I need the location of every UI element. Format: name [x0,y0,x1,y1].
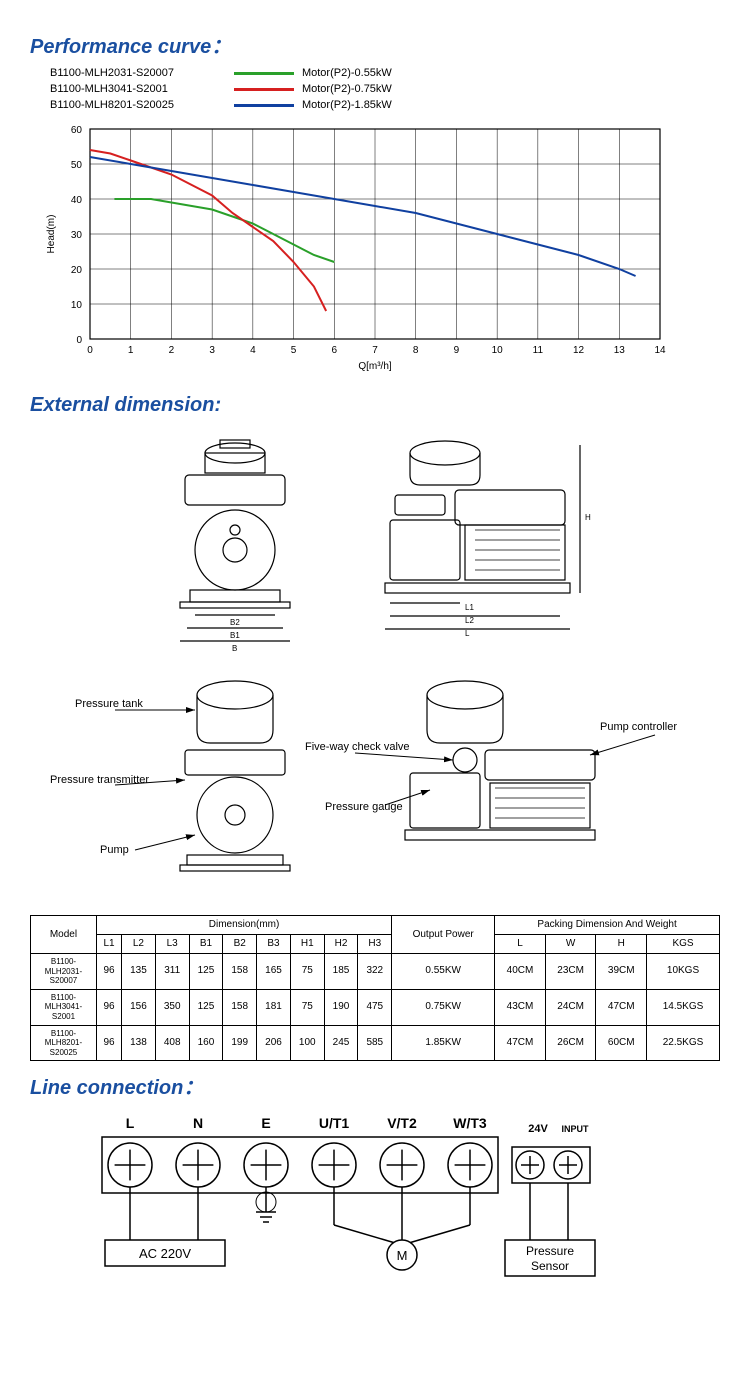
svg-text:24V: 24V [528,1123,548,1135]
svg-text:U/T1: U/T1 [319,1115,350,1131]
svg-text:B: B [232,644,237,653]
svg-text:8: 8 [413,345,419,356]
svg-text:11: 11 [533,345,544,356]
svg-text:0: 0 [87,345,93,356]
legend-swatch-0 [234,72,294,75]
svg-text:N: N [193,1115,203,1131]
connection-diagram: L N E U/T1 V/T2 W/T3 24V INPUT AC 220V M PressureS… [90,1110,670,1290]
svg-text:M: M [397,1248,408,1263]
label-pressure-transmitter: Pressure transmitter [50,774,149,786]
legend-model-1: B1100-MLH3041-S2001 [50,83,168,95]
svg-text:30: 30 [71,230,83,241]
label-pressure-gauge: Pressure gauge [325,801,403,813]
svg-text:H: H [585,513,591,522]
legend-motor-0: Motor(P2)-0.55kW [302,67,392,79]
svg-text:10: 10 [492,345,504,356]
svg-text:INPUT: INPUT [562,1124,590,1134]
svg-text:B2: B2 [230,618,240,627]
legend-motor-1: Motor(P2)-0.75kW [302,83,392,95]
svg-text:W/T3: W/T3 [453,1115,487,1131]
line-connection-title: Line connection： [30,1071,720,1100]
pump-diagrams: B2 B1 B H L1 L2 L [45,425,705,905]
svg-text:Head(m): Head(m) [46,215,57,254]
legend-model-2: B1100-MLH8201-S20025 [50,99,174,111]
svg-text:0: 0 [76,335,82,346]
legend-swatch-1 [234,88,294,91]
label-five-way: Five-way check valve [305,741,410,753]
svg-text:9: 9 [454,345,460,356]
svg-text:13: 13 [614,345,626,356]
label-pump-controller: Pump controller [600,721,677,733]
svg-text:10: 10 [71,300,83,311]
svg-text:14: 14 [654,345,666,356]
svg-text:60: 60 [71,125,83,136]
svg-text:L: L [465,629,470,638]
svg-text:1: 1 [128,345,134,356]
external-dimension-title: External dimension: [30,394,720,417]
legend-swatch-2 [234,104,294,107]
svg-text:2: 2 [169,345,175,356]
svg-text:50: 50 [71,160,83,171]
label-pressure-tank: Pressure tank [75,698,143,710]
svg-text:12: 12 [573,345,585,356]
svg-text:E: E [261,1115,270,1131]
svg-text:20: 20 [71,265,83,276]
svg-text:6: 6 [332,345,338,356]
legend-motor-2: Motor(P2)-1.85kW [302,99,392,111]
svg-text:L1: L1 [465,603,474,612]
svg-text:B1: B1 [230,631,240,640]
performance-chart: 012345678910111213140102030405060Q[m³/h]… [40,119,680,379]
svg-text:AC 220V: AC 220V [139,1246,191,1261]
label-pump: Pump [100,844,129,856]
svg-text:Pressure: Pressure [526,1244,574,1258]
svg-text:3: 3 [209,345,215,356]
legend-model-0: B1100-MLH2031-S20007 [50,67,174,79]
svg-text:Q[m³/h]: Q[m³/h] [358,361,392,372]
svg-text:Sensor: Sensor [531,1259,569,1273]
svg-text:L2: L2 [465,616,474,625]
svg-text:5: 5 [291,345,297,356]
svg-text:7: 7 [372,345,378,356]
svg-text:40: 40 [71,195,83,206]
chart-legend: B1100-MLH2031-S20007 B1100-MLH3041-S2001… [50,67,720,111]
performance-title: Performance curve： [30,30,720,59]
svg-text:4: 4 [250,345,256,356]
svg-text:L: L [126,1115,135,1131]
svg-text:V/T2: V/T2 [387,1115,417,1131]
dimension-table: ModelDimension(mm)Output PowerPacking Di… [30,915,720,1061]
